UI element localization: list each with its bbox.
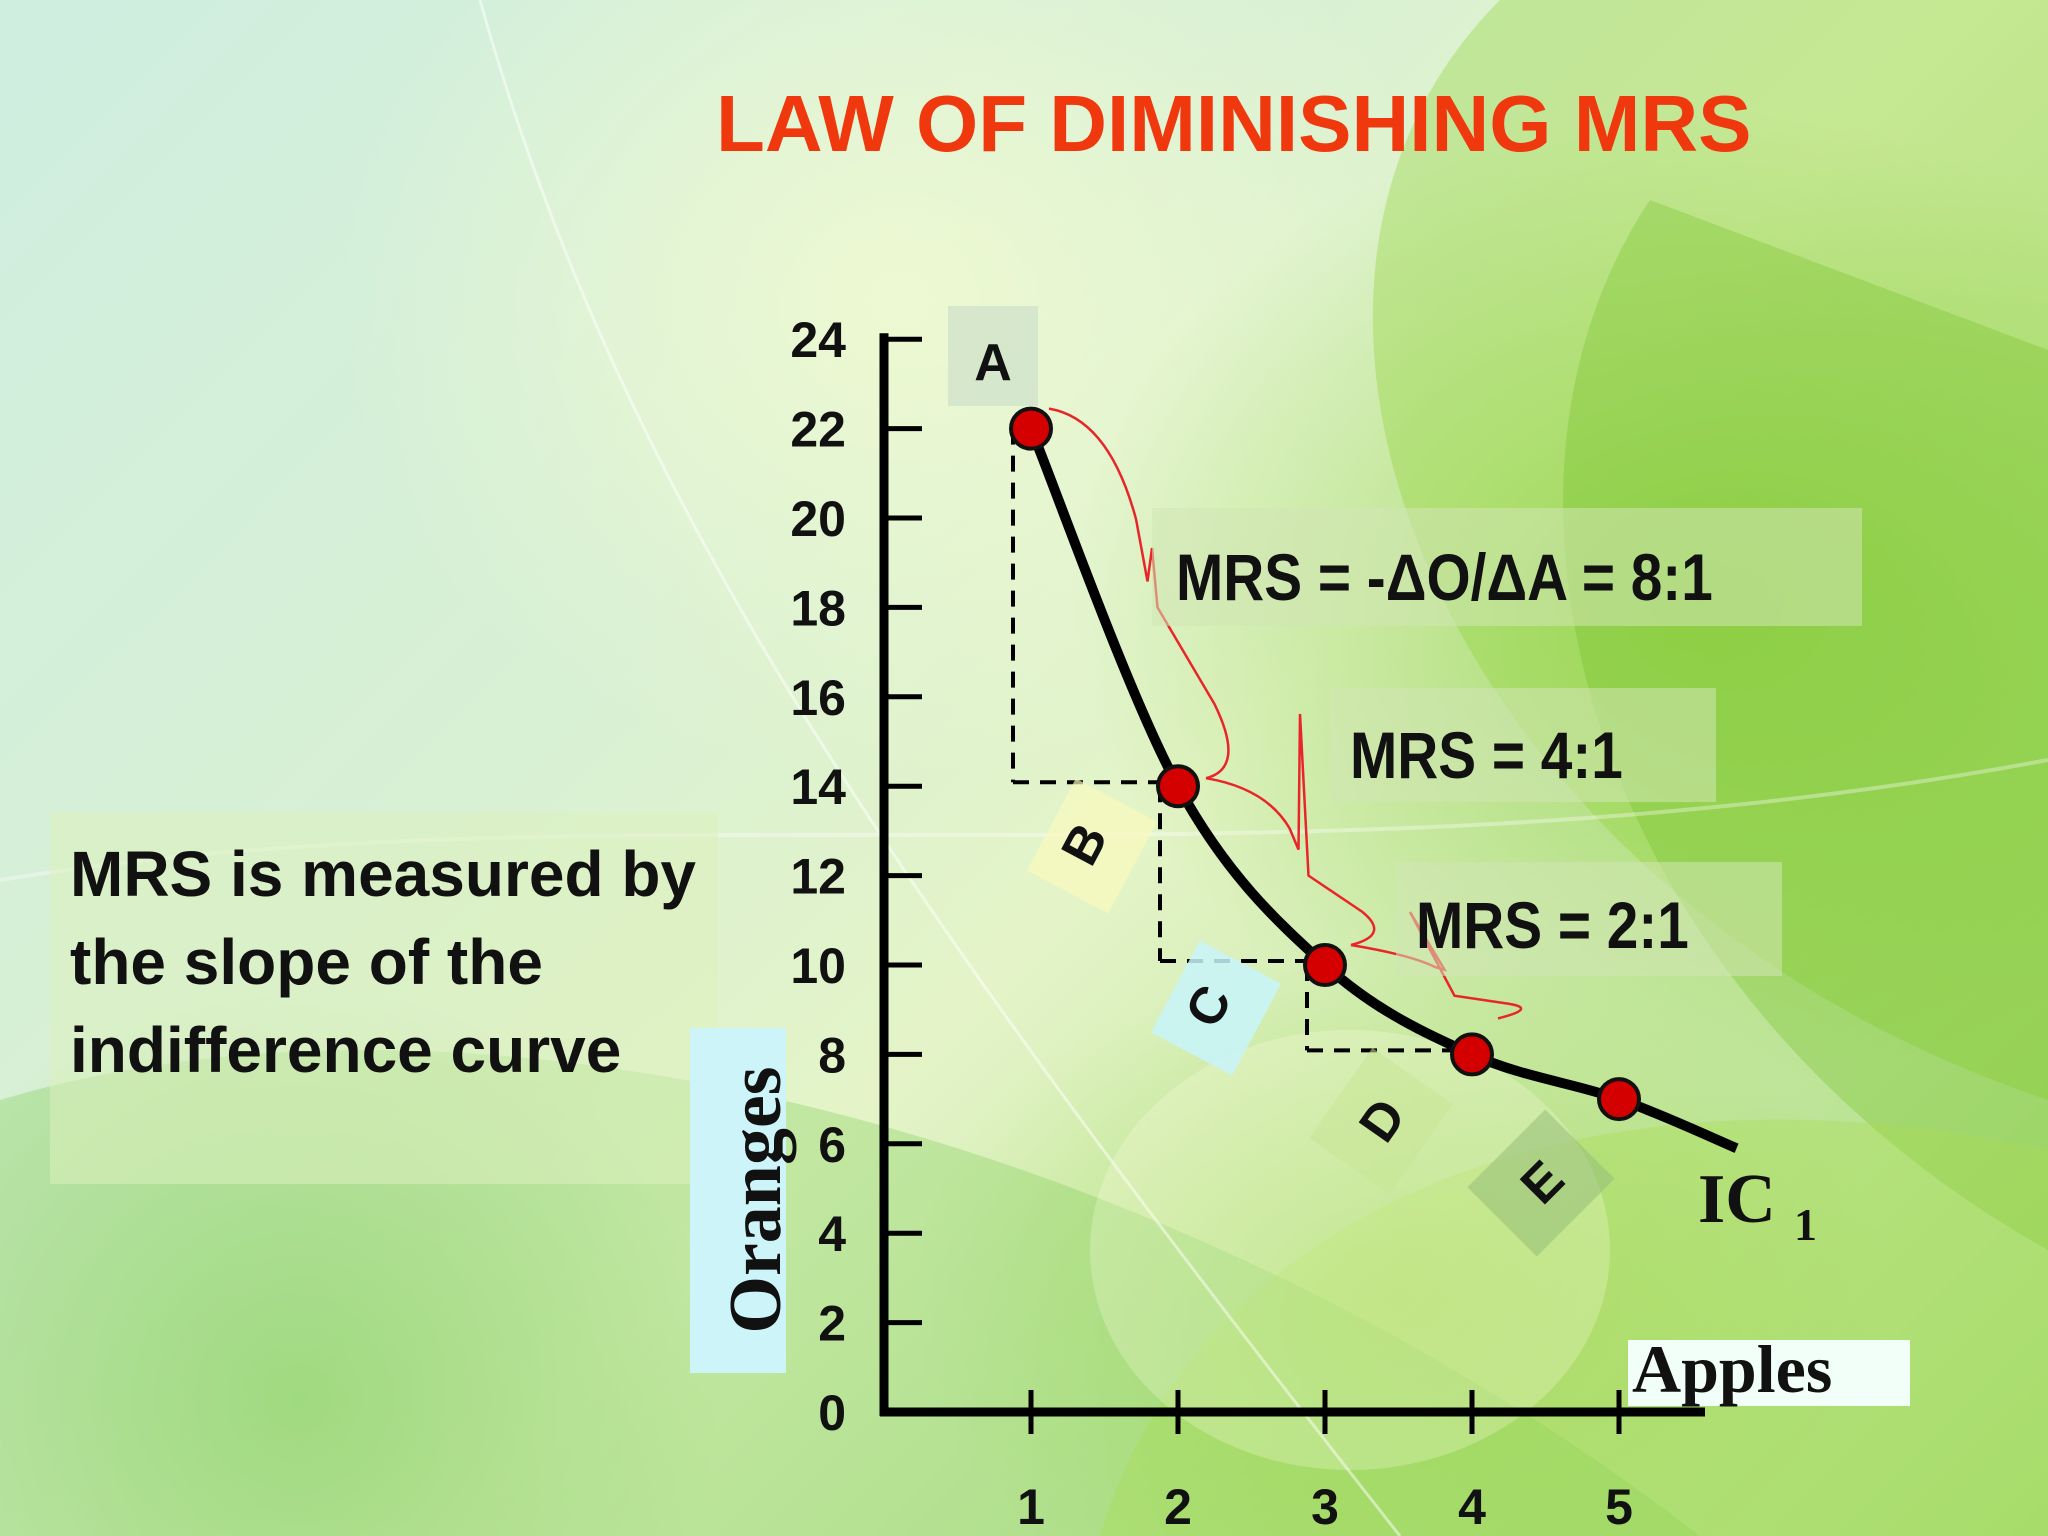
mrs-annotation-box [1396, 862, 1782, 976]
data-point [1156, 764, 1200, 809]
y-tick-label: 20 [790, 491, 846, 547]
y-tick-label: 14 [790, 759, 846, 815]
point-label-background [1467, 1109, 1615, 1257]
y-tick-label: 0 [818, 1385, 846, 1441]
mrs-brace-bc [1205, 713, 1376, 947]
slide-title: LAW OF DIMINISHING MRS [716, 79, 1752, 168]
x-tick-label: 5 [1605, 1479, 1633, 1535]
x-tick-label: 4 [1458, 1479, 1486, 1535]
mrs-annotation-text: MRS = 4:1 [1350, 719, 1623, 793]
curve-label: IC [1698, 1161, 1776, 1238]
mrs-annotation-text: MRS = 2:1 [1416, 889, 1689, 963]
x-axis-title-background [1628, 1340, 1910, 1406]
x-tick-label: 1 [1017, 1479, 1045, 1535]
point-label-background [948, 306, 1038, 406]
y-axis-title-background [690, 1028, 786, 1373]
data-point [1009, 406, 1053, 451]
y-tick-label: 16 [790, 670, 846, 726]
x-tick-label: 3 [1311, 1479, 1339, 1535]
point-label-background [1309, 1047, 1453, 1195]
y-tick-label: 2 [818, 1296, 846, 1352]
y-tick-label: 6 [818, 1117, 846, 1173]
explanation-text: MRS is measured by the slope of the indi… [70, 838, 696, 1086]
data-point [1450, 1032, 1494, 1077]
x-axis-title: Apples [1632, 1331, 1832, 1407]
x-tick-label: 2 [1164, 1479, 1192, 1535]
y-tick-label: 8 [818, 1027, 846, 1083]
explanation-box: MRS is measured by the slope of the indi… [50, 812, 718, 1184]
mrs-annotation-box [1152, 508, 1862, 626]
y-tick-label: 18 [790, 580, 846, 636]
mrs-annotation-text: MRS = -ΔO/ΔA = 8:1 [1176, 541, 1713, 615]
y-tick-label: 4 [818, 1206, 846, 1262]
curve-label-subscript: 1 [1794, 1199, 1817, 1250]
y-tick-label: 12 [790, 849, 846, 905]
y-tick-label: 24 [790, 312, 846, 368]
point-label-background [1150, 940, 1282, 1076]
mrs-annotation-box [1330, 688, 1716, 802]
point-label-background [1026, 778, 1158, 914]
y-tick-label: 22 [790, 402, 846, 458]
mrs-brace-ab [1048, 407, 1230, 780]
y-tick-label: 10 [790, 938, 846, 994]
data-point [1597, 1077, 1641, 1122]
y-axis-title: Oranges [715, 1066, 797, 1333]
data-point [1303, 943, 1347, 987]
point-label: A [974, 334, 1012, 392]
